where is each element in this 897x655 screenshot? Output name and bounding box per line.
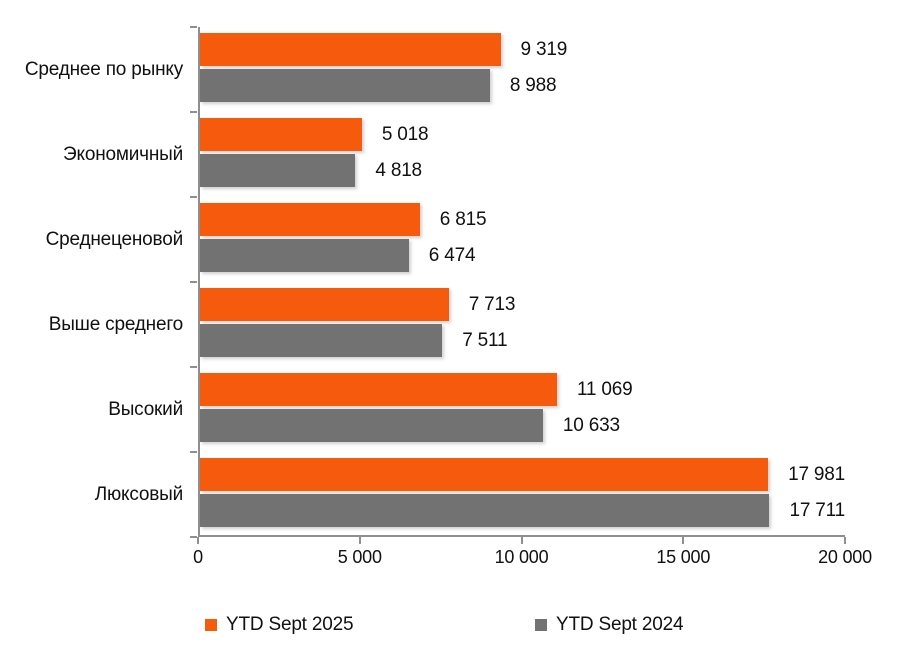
bar-line: 6 474 bbox=[200, 239, 845, 272]
y-axis-tick bbox=[190, 196, 197, 198]
x-axis-tick bbox=[844, 537, 846, 544]
value-label: 7 511 bbox=[462, 329, 508, 351]
bar-line: 11 069 bbox=[200, 373, 845, 406]
value-label: 8 988 bbox=[509, 74, 557, 96]
value-label: 10 633 bbox=[562, 414, 620, 436]
plot-area: 9 319 8 988 5 018 4 818 6 815 6 474 7 713 7 511… bbox=[198, 27, 845, 537]
bar-rows: 9 319 8 988 5 018 4 818 6 815 6 474 7 713 7 511… bbox=[200, 27, 845, 537]
bar-ytd-sept-2025 bbox=[200, 288, 449, 321]
value-label: 6 474 bbox=[428, 244, 476, 266]
bar-ytd-sept-2024 bbox=[200, 239, 409, 272]
legend: YTD Sept 2025 YTD Sept 2024 bbox=[0, 614, 897, 642]
x-tick-label: 20 000 bbox=[818, 547, 872, 567]
legend-item-2024: YTD Sept 2024 bbox=[535, 614, 684, 636]
legend-swatch-2024-icon bbox=[535, 619, 547, 631]
x-axis-tick bbox=[682, 537, 685, 544]
bar-line: 10 633 bbox=[200, 409, 845, 442]
value-label: 17 981 bbox=[788, 463, 845, 485]
bar-line: 17 981 bbox=[200, 458, 845, 491]
legend-swatch-2025-icon bbox=[205, 619, 217, 631]
legend-label-2024: YTD Sept 2024 bbox=[556, 614, 684, 635]
bar-ytd-sept-2024 bbox=[200, 324, 443, 357]
legend-item-2025: YTD Sept 2025 bbox=[205, 614, 354, 636]
category-label: Люксовый bbox=[94, 483, 183, 505]
bar-group: 7 713 7 511 bbox=[200, 282, 845, 367]
bar-ytd-sept-2024 bbox=[200, 154, 356, 187]
value-label: 4 818 bbox=[375, 159, 422, 181]
value-label: 7 713 bbox=[468, 293, 516, 315]
category-label: Среднеценовой bbox=[45, 228, 184, 250]
bar-group: 17 981 17 711 bbox=[200, 452, 845, 537]
bar-group: 9 319 8 988 bbox=[200, 27, 845, 112]
bar-ytd-sept-2025 bbox=[200, 203, 420, 236]
bar-ytd-sept-2024 bbox=[200, 494, 770, 527]
category-label: Выше среднего bbox=[48, 313, 183, 335]
value-label: 5 018 bbox=[381, 123, 429, 145]
x-axis-labels: 0 5 000 10 000 15 000 20 000 bbox=[193, 547, 872, 571]
category-label: Среднее по рынку bbox=[24, 58, 183, 80]
bar-ytd-sept-2025 bbox=[200, 458, 769, 491]
bar-ytd-sept-2024 bbox=[200, 69, 490, 102]
x-axis-tick bbox=[358, 537, 361, 544]
category-label: Экономичный bbox=[63, 143, 183, 165]
bar-line: 6 815 bbox=[200, 203, 845, 236]
x-tick-label: 10 000 bbox=[494, 547, 549, 567]
bar-ytd-sept-2025 bbox=[200, 118, 362, 151]
x-tick-label: 0 bbox=[193, 547, 203, 567]
y-axis-tick bbox=[190, 281, 197, 283]
value-label: 6 815 bbox=[439, 208, 487, 230]
bar-line: 5 018 bbox=[200, 118, 845, 151]
bar-ytd-sept-2024 bbox=[200, 409, 543, 442]
bar-line: 4 818 bbox=[200, 154, 845, 187]
bar-line: 7 713 bbox=[200, 288, 845, 321]
bar-group: 5 018 4 818 bbox=[200, 112, 845, 197]
bar-line: 17 711 bbox=[200, 494, 845, 527]
x-axis-tick bbox=[520, 537, 523, 544]
x-axis-tick bbox=[197, 537, 199, 544]
x-tick-label: 5 000 bbox=[337, 547, 382, 567]
y-axis-tick bbox=[190, 536, 197, 538]
x-tick-label: 15 000 bbox=[656, 547, 711, 567]
category-label: Высокий bbox=[108, 398, 183, 420]
bar-line: 9 319 bbox=[200, 33, 845, 66]
bar-group: 11 069 10 633 bbox=[200, 367, 845, 452]
category-labels: Среднее по рынку Экономичный Среднеценовой… bbox=[0, 27, 183, 537]
legend-label-2025: YTD Sept 2025 bbox=[226, 614, 354, 635]
bar-ytd-sept-2025 bbox=[200, 33, 501, 66]
value-label: 11 069 bbox=[576, 378, 633, 400]
value-label: 17 711 bbox=[789, 499, 845, 521]
y-axis-tick bbox=[190, 451, 197, 453]
value-label: 9 319 bbox=[520, 38, 568, 60]
bar-line: 7 511 bbox=[200, 324, 845, 357]
bar-ytd-sept-2025 bbox=[200, 373, 557, 406]
y-axis-tick bbox=[190, 26, 197, 28]
y-axis-tick bbox=[190, 111, 197, 113]
bar-line: 8 988 bbox=[200, 69, 845, 102]
bar-group: 6 815 6 474 bbox=[200, 197, 845, 282]
y-axis-tick bbox=[190, 366, 197, 368]
